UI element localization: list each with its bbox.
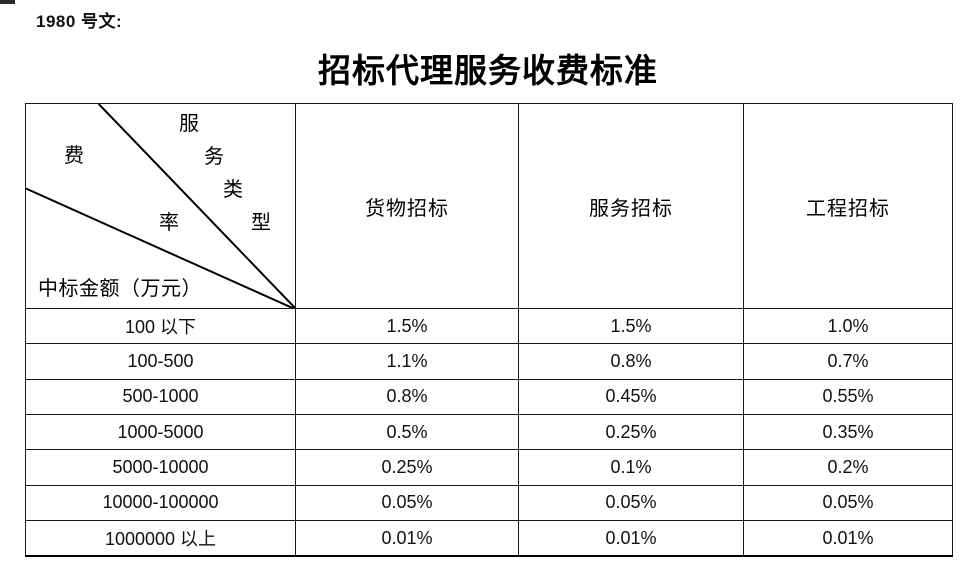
header-row: 服 务 类 型 费 率 中标金额（万元） 货物招标 服务招标 工程招标 [25,103,953,309]
column-header-goods-bidding: 货物招标 [295,103,519,309]
fee-cell-engineering: 0.01% [743,520,953,557]
corner-cell: 服 务 类 型 费 率 中标金额（万元） [25,103,296,309]
row-label-amount-range: 10000-100000 [25,484,296,522]
fee-cell-engineering: 1.0% [743,307,953,345]
fee-cell-goods: 1.1% [295,343,519,380]
fee-cell-engineering: 0.55% [743,378,953,416]
fee-cell-engineering: 0.35% [743,414,953,451]
fee-cell-goods: 0.01% [295,520,519,557]
table-row: 1000-5000 0.5% 0.25% 0.35% [25,414,953,451]
table-row: 100-500 1.1% 0.8% 0.7% [25,343,953,380]
fee-cell-service: 0.25% [518,414,744,451]
table-row: 100 以下 1.5% 1.5% 1.0% [25,307,953,345]
fee-cell-service: 0.05% [518,484,744,522]
fee-cell-engineering: 0.7% [743,343,953,380]
column-header-engineering-bidding: 工程招标 [743,103,953,309]
fee-cell-goods: 0.25% [295,449,519,486]
fee-cell-engineering: 0.2% [743,449,953,486]
table-row: 1000000 以上 0.01% 0.01% 0.01% [25,520,953,557]
doc-ref-label: 1980 号文: [36,12,123,31]
table-row: 10000-100000 0.05% 0.05% 0.05% [25,484,953,522]
row-label-amount-range: 100 以下 [25,307,296,345]
corner-label-bid-amount: 中标金额（万元） [38,278,202,300]
diagonal-divider-lines [26,104,295,308]
fee-cell-service: 0.45% [518,378,744,416]
corner-label-service-type-char: 务 [204,146,224,168]
fee-cell-engineering: 0.05% [743,484,953,522]
fee-cell-goods: 1.5% [295,307,519,345]
fee-cell-goods: 0.8% [295,378,519,416]
fee-cell-goods: 0.05% [295,484,519,522]
row-label-amount-range: 1000-5000 [25,414,296,451]
corner-label-fee-rate-char: 率 [159,212,179,234]
table-row: 500-1000 0.8% 0.45% 0.55% [25,378,953,416]
fee-cell-service: 1.5% [518,307,744,345]
column-header-service-bidding: 服务招标 [518,103,744,309]
fee-cell-service: 0.8% [518,343,744,380]
fee-cell-service: 0.01% [518,520,744,557]
table-row: 5000-10000 0.25% 0.1% 0.2% [25,449,953,486]
corner-label-fee-rate-char: 费 [64,145,84,167]
fee-standard-table: 服 务 类 型 费 率 中标金额（万元） 货物招标 服务招标 工程招标 100 … [25,103,953,557]
scan-artifact [0,0,15,4]
corner-label-service-type-char: 型 [251,212,271,234]
corner-label-service-type-char: 类 [223,179,243,201]
row-label-amount-range: 100-500 [25,343,296,380]
row-label-amount-range: 500-1000 [25,378,296,416]
row-label-amount-range: 5000-10000 [25,449,296,486]
page-title: 招标代理服务收费标准 [318,54,658,90]
row-label-amount-range: 1000000 以上 [25,520,296,557]
fee-cell-service: 0.1% [518,449,744,486]
corner-label-service-type-char: 服 [179,113,199,135]
fee-cell-goods: 0.5% [295,414,519,451]
